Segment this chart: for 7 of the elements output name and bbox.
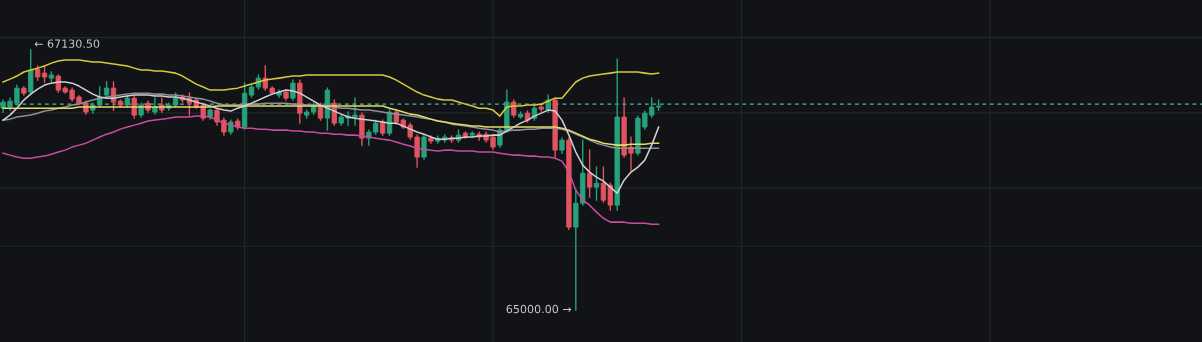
candlestick bbox=[152, 97, 158, 115]
candlestick bbox=[586, 149, 593, 198]
annotation: 65000.00 → bbox=[506, 304, 572, 314]
candlestick bbox=[593, 166, 600, 201]
candlestick bbox=[421, 134, 427, 160]
candlestick bbox=[28, 49, 34, 95]
text: ← 67130.50 bbox=[34, 39, 100, 48]
